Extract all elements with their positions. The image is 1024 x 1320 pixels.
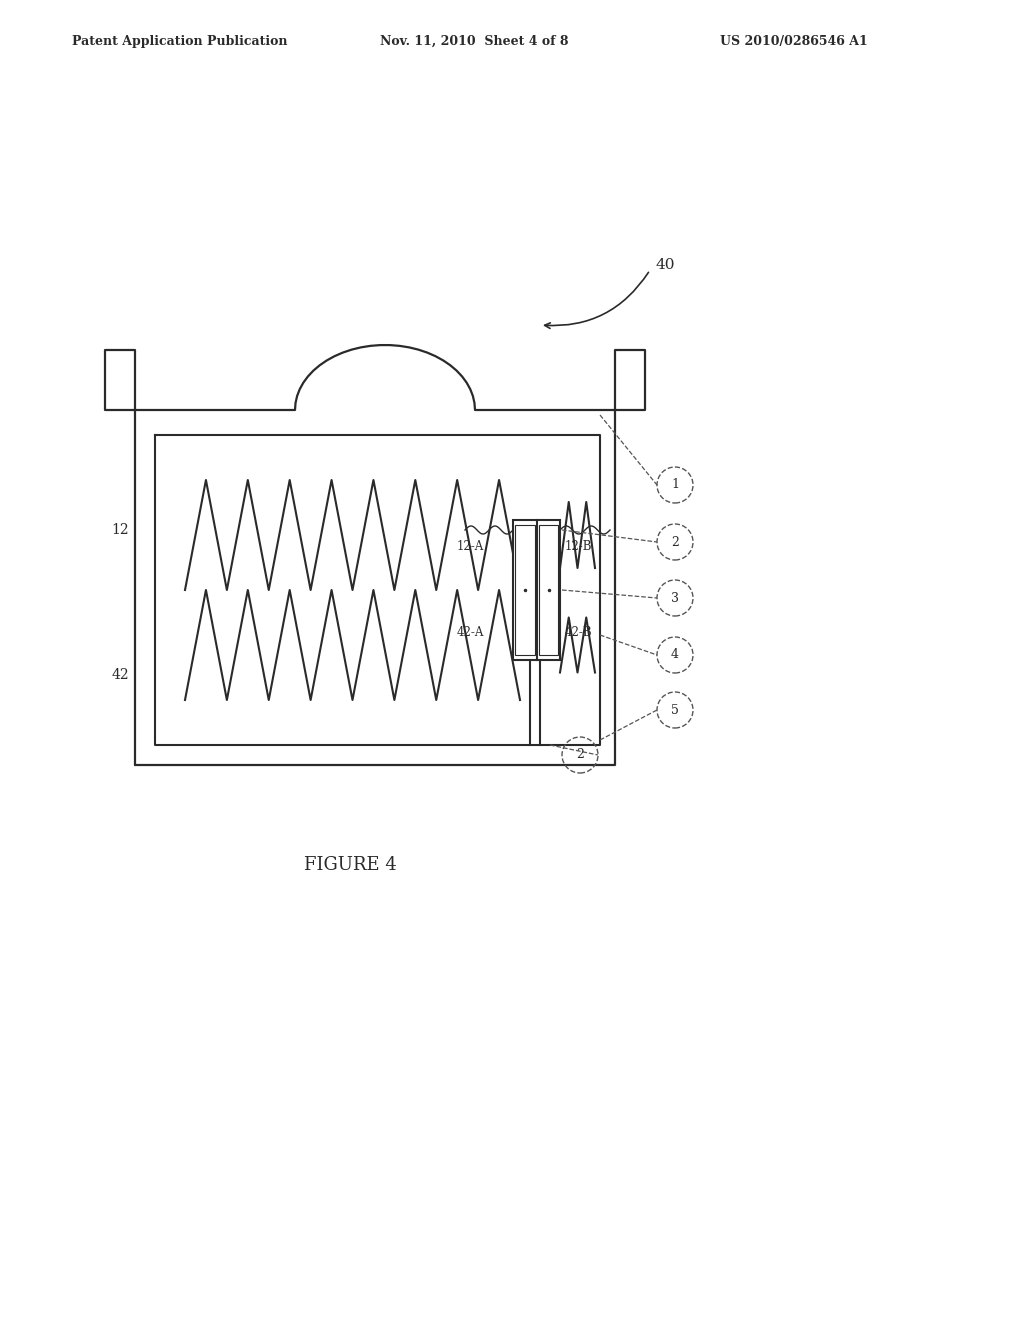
Text: US 2010/0286546 A1: US 2010/0286546 A1 <box>720 36 867 48</box>
Text: 42-A: 42-A <box>457 627 484 639</box>
Text: 5: 5 <box>671 704 679 717</box>
Text: 40: 40 <box>655 257 675 272</box>
Text: 3: 3 <box>671 591 679 605</box>
Text: 12: 12 <box>112 523 129 537</box>
Text: 1: 1 <box>671 479 679 491</box>
Text: 4: 4 <box>671 648 679 661</box>
Text: Nov. 11, 2010  Sheet 4 of 8: Nov. 11, 2010 Sheet 4 of 8 <box>380 36 568 48</box>
Text: 2: 2 <box>577 748 584 762</box>
Text: 12-B: 12-B <box>565 540 593 553</box>
Text: 2: 2 <box>671 536 679 549</box>
Text: 42-B: 42-B <box>565 627 593 639</box>
Bar <box>515 525 535 655</box>
Text: 12-A: 12-A <box>457 540 484 553</box>
Bar <box>539 525 558 655</box>
Bar <box>513 520 560 660</box>
Text: Patent Application Publication: Patent Application Publication <box>72 36 288 48</box>
Text: 42: 42 <box>112 668 129 682</box>
Text: FIGURE 4: FIGURE 4 <box>304 855 396 874</box>
